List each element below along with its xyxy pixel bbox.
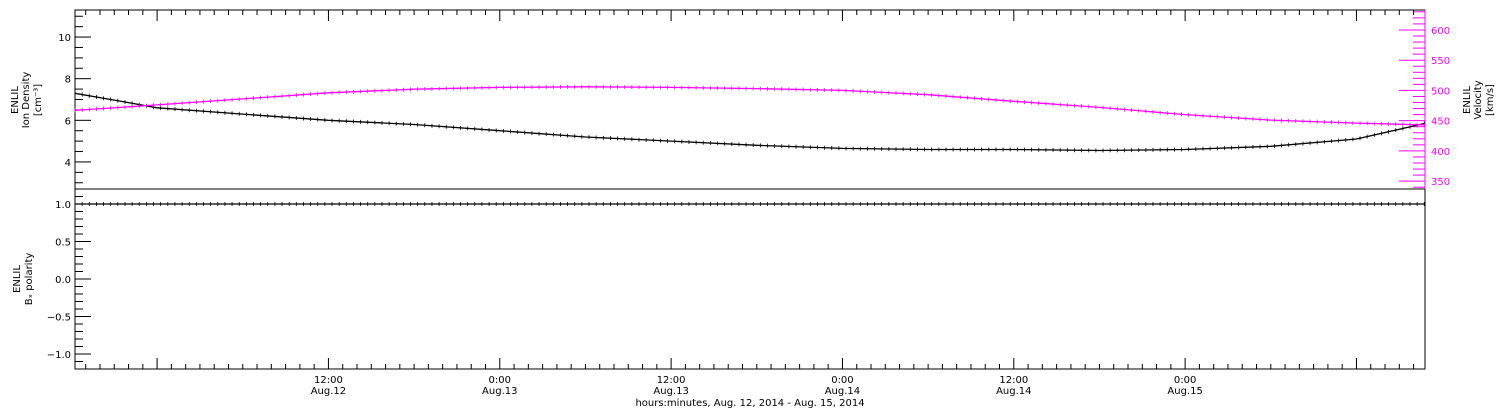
top-panel-frame: [74, 9, 1426, 190]
velocity-series-markers: [74, 84, 1425, 127]
density-tick-label: 8: [65, 75, 71, 86]
time-tick-label: 12:00: [999, 375, 1028, 386]
polarity-tick-label: 0.0: [55, 275, 71, 286]
time-tick-label: 0:00: [1174, 375, 1196, 386]
density-tick-label: 6: [65, 116, 71, 127]
velocity-tick-label: 400: [1431, 147, 1450, 158]
date-tick-label: Aug.14: [996, 386, 1031, 397]
time-tick-label: 0:00: [831, 375, 853, 386]
velocity-tick-label: 600: [1431, 26, 1450, 37]
density-series-line: [74, 92, 1426, 152]
polarity-series-markers: [74, 202, 1425, 206]
polarity-axis-ticks: −1.0 −0.5 0.0 0.5 1.0: [47, 188, 91, 370]
density-label-line-3: [cm⁻³]: [33, 84, 44, 116]
polarity-tick-label: −0.5: [47, 313, 71, 324]
velocity-label-line-1: ENLIL: [1462, 86, 1473, 114]
velocity-series-line: [74, 86, 1426, 126]
density-axis-ticks: 4 6 8 10: [58, 15, 91, 184]
velocity-axis-ticks: 350 400 450 500 550 600: [1399, 10, 1450, 189]
time-tick-label: 12:00: [657, 375, 686, 386]
time-axis-ticks: 12:00Aug.120:00Aug.1312:00Aug.130:00Aug.…: [85, 10, 1415, 397]
time-tick-label: 0:00: [489, 375, 511, 386]
polarity-tick-label: 1.0: [55, 200, 71, 211]
density-label-line-2: Ion Density: [21, 72, 32, 129]
top-left-axis-title: ENLIL Ion Density [cm⁻³]: [10, 72, 44, 129]
velocity-tick-label: 350: [1431, 177, 1450, 188]
polarity-label-line-2: Bₓ polarity: [24, 253, 35, 306]
density-tick-label: 4: [65, 158, 71, 169]
polarity-tick-label: 0.5: [55, 238, 71, 249]
density-label-line-1: ENLIL: [10, 86, 21, 114]
velocity-label-line-2: Velocity: [1473, 80, 1484, 119]
top-right-axis-title: ENLIL Velocity [km/s]: [1462, 80, 1496, 119]
series-layer: [74, 84, 1426, 206]
bottom-panel-frame: [74, 188, 1426, 370]
density-tick-label: 10: [58, 33, 71, 44]
time-tick-label: 12:00: [314, 375, 343, 386]
x-axis-title: hours:minutes, Aug. 12, 2014 - Aug. 15, …: [635, 398, 864, 409]
velocity-tick-label: 450: [1431, 117, 1450, 128]
date-tick-label: Aug.13: [653, 386, 688, 397]
date-tick-label: Aug.15: [1167, 386, 1202, 397]
date-tick-label: Aug.12: [311, 386, 346, 397]
velocity-label-line-3: [km/s]: [1485, 84, 1496, 116]
polarity-label-line-1: ENLIL: [12, 265, 23, 293]
date-tick-label: Aug.14: [825, 386, 860, 397]
polarity-tick-label: −1.0: [47, 350, 71, 361]
velocity-tick-label: 500: [1431, 86, 1450, 97]
date-tick-label: Aug.13: [482, 386, 517, 397]
bottom-left-axis-title: ENLIL Bₓ polarity: [12, 253, 35, 306]
velocity-tick-label: 550: [1431, 56, 1450, 67]
density-series-markers: [74, 91, 1425, 153]
